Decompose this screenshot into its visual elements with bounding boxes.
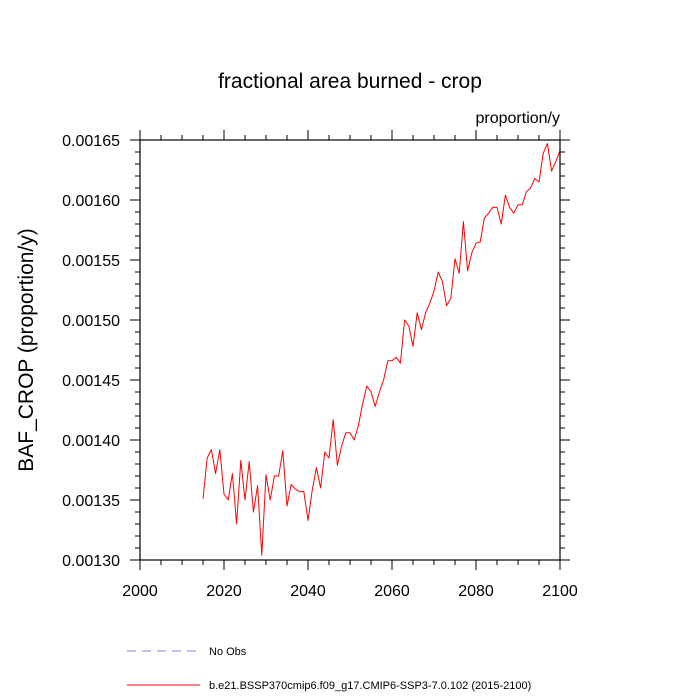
x-tick-label: 2100 <box>542 583 578 600</box>
x-tick-label: 2000 <box>122 583 158 600</box>
series-layer <box>202 143 561 556</box>
y-axis-ticks: 0.00130 0.00135 0.00140 0.00145 0.00150 0.001… <box>62 133 570 570</box>
y-tick-label: 0.00160 <box>62 193 120 210</box>
y-axis-label: BAF_CROP (proportion/y) <box>15 228 38 472</box>
legend-label-no-obs: No Obs <box>209 646 247 658</box>
x-axis-ticks: 2000 2020 2040 2060 2080 2100 <box>122 130 578 600</box>
y-tick-label: 0.00150 <box>62 313 120 330</box>
x-tick-label: 2020 <box>206 583 242 600</box>
plot-frame <box>139 139 561 561</box>
x-tick-label: 2060 <box>374 583 410 600</box>
x-tick-label: 2040 <box>290 583 326 600</box>
y-tick-label: 0.00130 <box>62 553 120 570</box>
units-label: proportion/y <box>476 110 561 127</box>
legend-label-series: b.e21.BSSP370cmip6.f09_g17.CMIP6-SSP3-7.… <box>209 680 531 692</box>
y-tick-label: 0.00155 <box>62 253 120 270</box>
x-tick-label: 2080 <box>458 583 494 600</box>
y-tick-label: 0.00135 <box>62 493 120 510</box>
chart-title: fractional area burned - crop <box>218 70 482 93</box>
y-tick-label: 0.00140 <box>62 433 120 450</box>
y-tick-label: 0.00165 <box>62 133 120 150</box>
legend: No Obs b.e21.BSSP370cmip6.f09_g17.CMIP6-… <box>127 646 531 692</box>
series-line-0 <box>202 143 561 556</box>
y-tick-label: 0.00145 <box>62 373 120 390</box>
